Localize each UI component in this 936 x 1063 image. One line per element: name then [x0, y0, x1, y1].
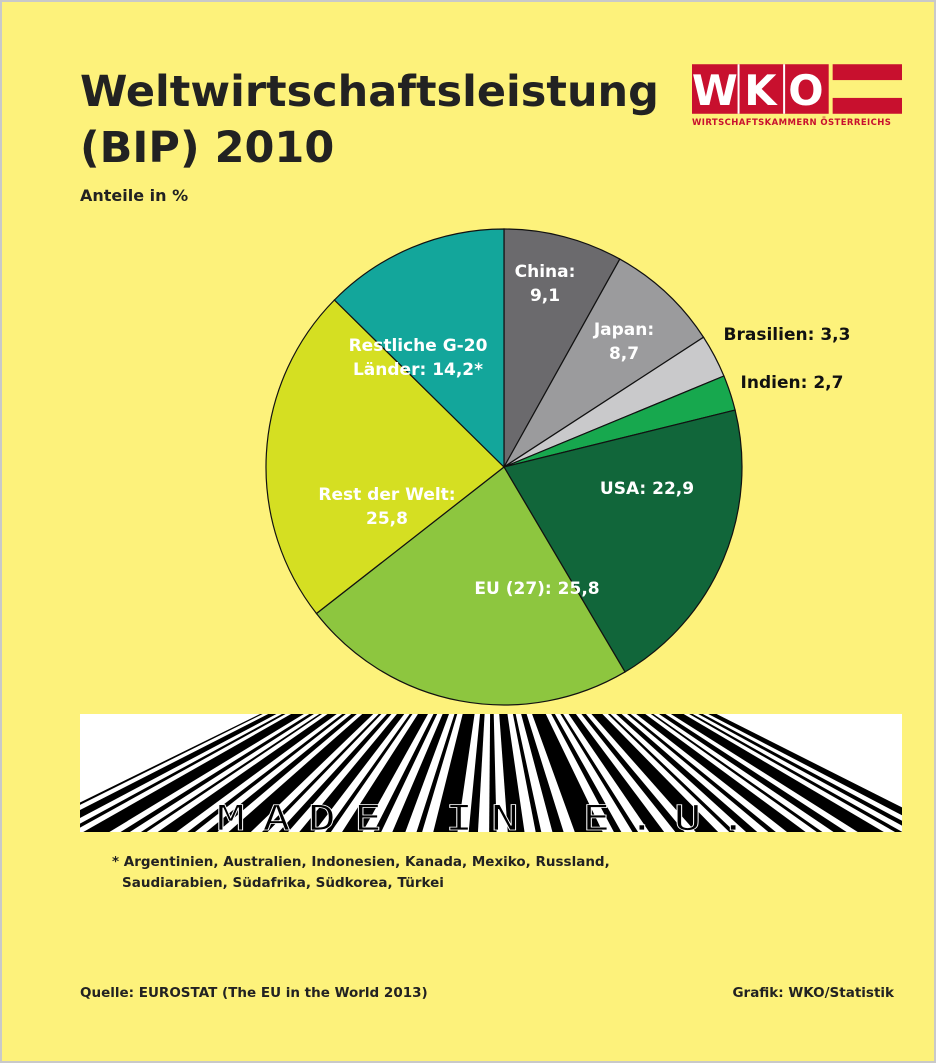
- slice-label: China: 9,1: [505, 260, 585, 308]
- slice-label: Brasilien: 3,3: [687, 323, 887, 347]
- banner-text: MADE IN E.U.: [217, 798, 765, 832]
- slice-label: EU (27): 25,8: [437, 577, 637, 601]
- value-label: 9,1: [530, 286, 560, 306]
- infographic: Weltwirtschaftsleistung (BIP) 2010 Antei…: [0, 0, 936, 1063]
- category-label: USA:: [600, 479, 646, 499]
- slice-label: Rest der Welt: 25,8: [307, 483, 467, 531]
- value-label: 14,2*: [432, 360, 483, 380]
- category-label: Japan:: [594, 320, 654, 340]
- category-label: EU (27):: [474, 579, 551, 599]
- slice-label: Indien: 2,7: [692, 371, 892, 395]
- value-label: 22,9: [652, 479, 694, 499]
- category-label: Indien:: [741, 373, 808, 393]
- slice-label: Restliche G-20 Länder: 14,2*: [333, 334, 503, 382]
- value-label: 8,7: [609, 344, 639, 364]
- value-label: 3,3: [820, 325, 850, 345]
- category-label: China:: [515, 262, 576, 282]
- source: Quelle: EUROSTAT (The EU in the World 20…: [80, 985, 428, 1001]
- value-label: 25,8: [558, 579, 600, 599]
- footnote: * Argentinien, Australien, Indonesien, K…: [110, 852, 682, 894]
- value-label: 2,7: [813, 373, 843, 393]
- category-label: Rest der Welt:: [318, 485, 455, 505]
- slice-label: USA: 22,9: [547, 477, 747, 501]
- banner: MADE IN E.U.: [80, 714, 902, 832]
- value-label: 25,8: [366, 509, 408, 529]
- credit: Grafik: WKO/Statistik: [732, 985, 894, 1001]
- slice-label: Japan: 8,7: [584, 318, 664, 366]
- category-label: Brasilien:: [724, 325, 815, 345]
